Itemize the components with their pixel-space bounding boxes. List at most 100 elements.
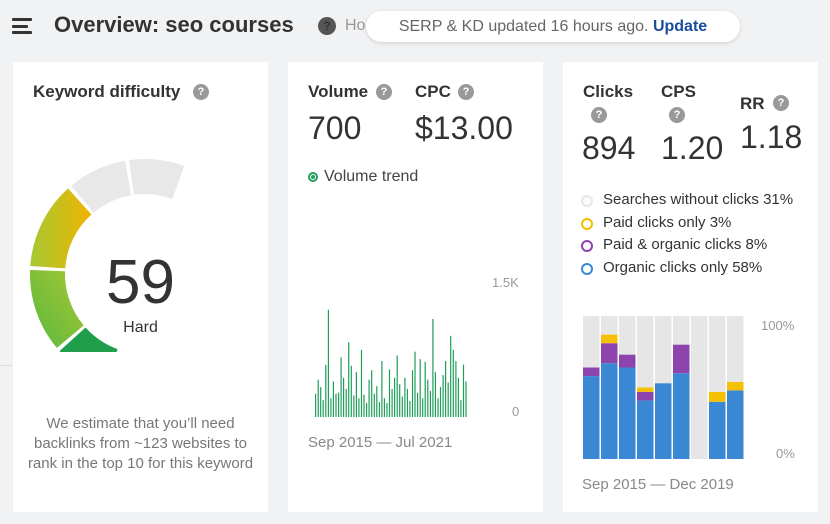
volume-bar	[401, 396, 403, 417]
rr-label: RR	[740, 94, 765, 113]
volume-bar	[348, 342, 350, 417]
legend-dot	[581, 217, 593, 230]
help-icon[interactable]: ?	[193, 84, 209, 100]
gauge-segment	[30, 269, 84, 348]
volume-bar	[442, 375, 444, 417]
volume-bar	[396, 355, 398, 417]
update-notice-text: SERP & KD updated 16 hours ago.	[398, 18, 649, 35]
cps-value: 1.20	[661, 130, 724, 166]
clicks-bar-segment	[673, 316, 690, 345]
volume-bar	[332, 381, 334, 417]
help-icon[interactable]: ?	[318, 17, 336, 35]
clicks-bar-segment	[727, 381, 744, 391]
volume-bar	[327, 309, 329, 417]
volume-date-range: Sep 2015 — Jul 2021	[308, 434, 453, 451]
volume-bar	[439, 387, 442, 417]
clicks-axis-max: 100%	[761, 318, 795, 333]
clicks-bar-segment	[637, 391, 654, 401]
clicks-distribution-chart	[583, 316, 744, 459]
volume-bar	[404, 377, 406, 417]
volume-bar	[353, 395, 355, 417]
volume-axis-max: 1.5K	[492, 275, 519, 290]
legend-dot	[581, 262, 593, 275]
legend-dot	[581, 195, 593, 207]
header-bar: Overview: seo courses ? Ho SERP & KD upd…	[0, 0, 830, 52]
header-truncated-text: Ho	[345, 17, 366, 34]
clicks-bar-segment	[673, 344, 690, 374]
volume-bar	[424, 361, 426, 417]
clicks-bar-segment	[655, 316, 672, 384]
clicks-bar-segment	[601, 363, 618, 459]
volume-bar	[419, 359, 421, 417]
clicks-bar-segment	[583, 316, 600, 368]
volume-bar	[399, 384, 401, 417]
clicks-axis-min: 0%	[776, 446, 795, 461]
legend-label: Paid clicks only 3%	[603, 213, 732, 231]
volume-bar	[462, 364, 465, 417]
volume-bar	[422, 398, 424, 417]
volume-card: Volume ? CPC ? 700 $13.00 Volume trend 1…	[288, 62, 543, 512]
legend-label: Paid & organic clicks 8%	[603, 236, 768, 253]
volume-axis-min: 0	[512, 404, 520, 419]
volume-bar	[409, 401, 411, 417]
volume-bar	[455, 361, 457, 417]
volume-bar	[452, 349, 454, 417]
volume-bar	[371, 370, 373, 417]
help-icon[interactable]: ?	[591, 107, 607, 123]
difficulty-level: Hard	[123, 319, 158, 336]
legend-item-organic: Organic clicks only 58%	[581, 258, 801, 278]
volume-bar	[335, 393, 337, 417]
clicks-bar-segment	[637, 316, 654, 388]
clicks-bar-segment	[583, 376, 600, 459]
update-notice: SERP & KD updated 16 hours ago. Update	[366, 11, 740, 42]
help-icon[interactable]: ?	[773, 95, 789, 111]
help-icon[interactable]: ?	[458, 84, 474, 100]
clicks-card: Clicks ? CPS ? RR ? 894 1.20 1.18 Search…	[563, 62, 818, 512]
clicks-bar-segment	[709, 401, 726, 459]
volume-bar	[445, 361, 447, 417]
volume-bar	[317, 379, 319, 417]
difficulty-score: 59	[106, 248, 175, 317]
volume-value: 700	[308, 110, 362, 146]
clicks-legend: Searches without clicks 31% Paid clicks …	[581, 190, 801, 280]
volume-bar	[386, 403, 388, 417]
volume-bar	[427, 379, 429, 417]
clicks-bar-segment	[583, 367, 600, 377]
volume-label: Volume	[308, 82, 369, 101]
volume-bar	[434, 372, 436, 417]
volume-bar	[457, 377, 459, 417]
gauge-segment	[59, 327, 118, 352]
cpc-label: CPC	[415, 82, 451, 101]
volume-bar	[388, 369, 391, 417]
volume-bar	[322, 400, 324, 417]
volume-bar	[355, 372, 357, 417]
clicks-bar-segment	[601, 316, 618, 335]
volume-bar	[360, 349, 363, 417]
volume-trend-label: Volume trend	[324, 168, 419, 185]
clicks-bar-segment	[727, 390, 744, 459]
volume-bar	[345, 389, 347, 417]
clicks-date-range: Sep 2015 — Dec 2019	[582, 476, 734, 493]
volume-bar	[343, 377, 345, 417]
legend-item-paid: Paid clicks only 3%	[581, 213, 801, 233]
help-icon[interactable]: ?	[376, 84, 392, 100]
volume-bar	[358, 398, 360, 417]
clicks-bar-segment	[637, 387, 654, 392]
help-icon[interactable]: ?	[669, 107, 685, 123]
volume-bar	[391, 389, 393, 417]
volume-bar	[450, 335, 452, 417]
update-link[interactable]: Update	[652, 18, 708, 35]
volume-bar	[325, 364, 327, 417]
clicks-bar-segment	[673, 373, 690, 459]
volume-bar	[338, 392, 340, 417]
legend-label: Organic clicks only 58%	[603, 258, 763, 276]
difficulty-gauge	[30, 159, 185, 352]
menu-icon[interactable]	[12, 18, 32, 34]
volume-bar	[363, 394, 365, 417]
clicks-bar-segment	[601, 343, 618, 364]
volume-trend-legend: Volume trend	[308, 168, 418, 186]
clicks-bar-segment	[709, 391, 726, 402]
volume-bar	[368, 379, 370, 417]
clicks-label: Clicks	[583, 82, 634, 101]
page-title: Overview: seo courses	[54, 12, 294, 37]
